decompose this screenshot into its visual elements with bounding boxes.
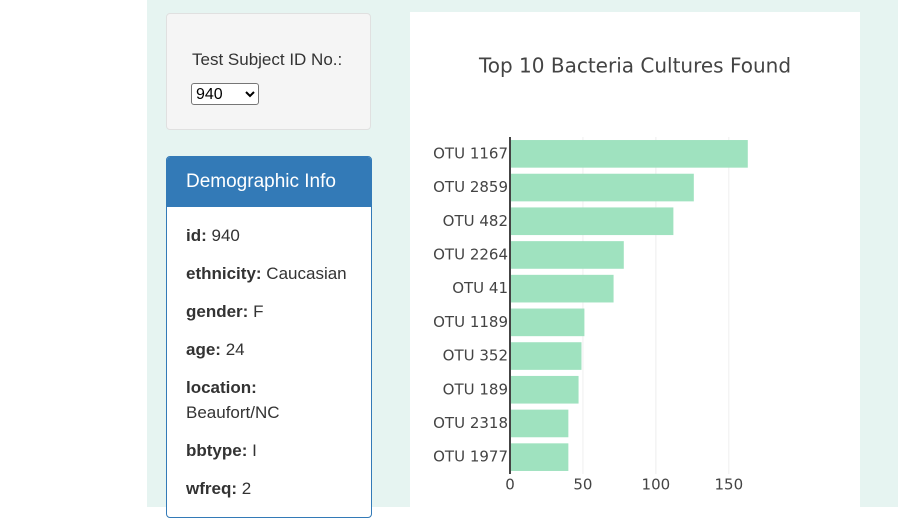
bar — [510, 308, 585, 337]
x-tick-label: 0 — [505, 476, 515, 494]
info-field: wfreq: 2 — [186, 478, 371, 500]
y-tick-label: OTU 1167 — [433, 144, 508, 162]
field-label: location: — [186, 378, 257, 397]
bar — [510, 274, 614, 303]
field-value: 2 — [241, 479, 252, 498]
x-tick-label: 100 — [642, 476, 671, 494]
info-field: id: 940 — [186, 225, 371, 247]
field-label: wfreq: — [186, 479, 237, 498]
y-tick-label: OTU 2859 — [433, 178, 508, 196]
info-field: age: 24 — [186, 339, 371, 361]
subject-select[interactable]: 940 — [191, 83, 259, 105]
x-tick-label: 150 — [715, 476, 744, 494]
bar — [510, 443, 569, 471]
y-tick-label: OTU 352 — [443, 347, 508, 365]
y-tick-label: OTU 2264 — [433, 245, 508, 263]
y-tick-label: OTU 1189 — [433, 313, 508, 331]
selector-panel: Test Subject ID No.: 940 — [166, 13, 371, 130]
page: Test Subject ID No.: 940 Demographic Inf… — [147, 0, 898, 518]
field-label: bbtype: — [186, 441, 248, 460]
y-tick-label: OTU 189 — [443, 380, 508, 398]
bar — [510, 173, 694, 202]
chart-title: Top 10 Bacteria Cultures Found — [478, 54, 791, 78]
info-field: ethnicity: Caucasian — [186, 263, 371, 285]
y-tick-label: OTU 2318 — [433, 414, 508, 432]
bar — [510, 207, 674, 236]
bar — [510, 342, 582, 370]
selector-label: Test Subject ID No.: — [192, 50, 343, 69]
field-value: 940 — [211, 226, 240, 245]
chart-panel: Top 10 Bacteria Cultures Found 0 50 100 150… — [410, 12, 860, 507]
chart: Top 10 Bacteria Cultures Found 0 50 100 150… — [433, 54, 791, 494]
bar — [510, 241, 624, 269]
x-tick-label: 50 — [573, 476, 592, 494]
y-tick-label: OTU 41 — [452, 279, 508, 297]
field-label: age: — [186, 340, 221, 359]
field-value: F — [253, 302, 264, 321]
field-value: Caucasian — [266, 264, 347, 283]
info-field: location: Beaufort/NC — [186, 377, 371, 424]
info-field: bbtype: I — [186, 440, 371, 462]
y-tick-label: OTU 1977 — [433, 448, 508, 466]
field-label: id: — [186, 226, 207, 245]
field-value: Beaufort/NC — [186, 403, 280, 422]
bar — [510, 140, 748, 168]
bar — [510, 409, 569, 438]
info-field: gender: F — [186, 301, 371, 323]
field-value: 24 — [225, 340, 245, 359]
panel-title: Demographic Info — [167, 157, 371, 207]
demographic-panel: Demographic Info id: 940 ethnicity: Cauca… — [166, 156, 372, 518]
y-tick-label: OTU 482 — [443, 212, 508, 230]
field-value: I — [252, 441, 257, 460]
field-label: gender: — [186, 302, 249, 321]
field-label: ethnicity: — [186, 264, 262, 283]
bar — [510, 375, 579, 404]
